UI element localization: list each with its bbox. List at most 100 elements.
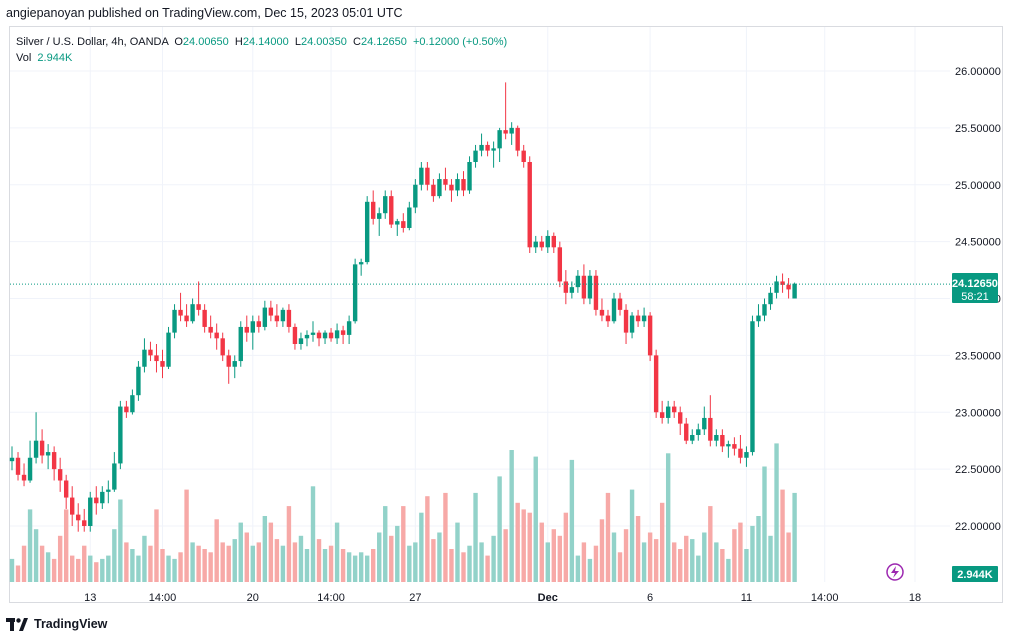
volume-bar	[45, 552, 51, 582]
volume-bar	[328, 545, 334, 582]
candle-body	[521, 150, 526, 162]
volume-bar	[485, 555, 490, 582]
candle-body	[51, 452, 57, 470]
volume-bar	[166, 555, 171, 582]
volume-bar	[395, 525, 400, 582]
candle-body	[70, 497, 75, 515]
candle-body	[364, 201, 370, 263]
volume-bar	[136, 555, 141, 582]
chart-legend: Silver / U.S. Dollar, 4h, OANDA O24.0065…	[16, 34, 507, 66]
candle-body	[641, 315, 647, 322]
volume-bar	[653, 539, 659, 582]
volume-bar	[100, 558, 105, 582]
candle-body	[599, 309, 605, 316]
x-tick-label: Dec	[538, 592, 558, 604]
candle-body	[389, 196, 394, 225]
candle-body	[383, 196, 388, 214]
ohlc-row: Silver / U.S. Dollar, 4h, OANDA O24.0065…	[16, 34, 507, 50]
volume-bar	[401, 506, 406, 582]
candle-body	[82, 520, 87, 526]
tradingview-logo[interactable]: TradingView	[6, 617, 107, 631]
chart-frame[interactable]	[9, 26, 1003, 603]
candle-body	[437, 179, 442, 197]
candle-body	[768, 292, 773, 305]
candle-body	[124, 406, 129, 413]
volume-bar	[172, 558, 177, 582]
symbol-name[interactable]: Silver / U.S. Dollar, 4h, OANDA	[16, 36, 169, 48]
candle-body	[184, 315, 189, 322]
candle-body	[467, 162, 472, 191]
volume-value-label: 2.944K	[952, 566, 998, 582]
candle-body	[166, 332, 171, 367]
volume-bar	[647, 532, 653, 582]
candle-body	[39, 440, 45, 456]
candle-body	[690, 435, 695, 441]
candle-body	[238, 326, 243, 362]
candle-body	[346, 321, 352, 335]
volume-bar	[148, 545, 153, 582]
candle-body	[665, 406, 671, 418]
volume-bar	[690, 539, 695, 582]
volume-bar	[322, 549, 328, 582]
x-axis-labels[interactable]: 13 14:00 20 14:00 27 Dec 6 11 14:00 18	[84, 592, 921, 604]
candle-body	[750, 321, 755, 453]
candle-body	[358, 262, 364, 265]
candle-body	[587, 275, 593, 299]
volume-bar	[208, 552, 213, 582]
volume-bar	[623, 529, 629, 582]
volume-bar	[575, 555, 581, 582]
volume-bar	[268, 522, 274, 582]
x-tick-label: 27	[409, 592, 421, 604]
volume-bar	[539, 522, 544, 582]
candle-body	[659, 412, 665, 418]
volume-bar	[509, 450, 514, 582]
volume-bar	[232, 539, 237, 582]
candle-body	[678, 412, 683, 424]
x-tick-label: 20	[247, 592, 259, 604]
tradingview-brand: TradingView	[34, 617, 108, 631]
candle-body	[148, 349, 153, 356]
volume-bar	[659, 502, 665, 582]
volume-bar	[503, 529, 508, 582]
volume-bar	[160, 549, 165, 582]
volume-bar	[708, 506, 713, 582]
candle-body	[256, 321, 262, 327]
volume-bar	[364, 555, 370, 582]
volume-bar	[9, 558, 15, 582]
volume-bar	[611, 532, 617, 582]
volume-bar	[569, 459, 575, 582]
lightning-icon[interactable]	[886, 563, 904, 581]
candle-body	[395, 221, 400, 225]
volume-bar	[280, 545, 286, 582]
volume-bar	[605, 492, 611, 582]
volume-bar	[51, 558, 57, 582]
volume-bar	[27, 509, 33, 582]
volume-bar	[220, 542, 225, 582]
tradingview-logo-icon	[6, 617, 28, 631]
candle-body	[569, 287, 575, 293]
volume-legend-value: 2.944K	[37, 52, 73, 64]
volume-bar	[340, 549, 346, 582]
candle-body	[112, 463, 117, 490]
volume-bar	[377, 532, 382, 582]
candle-body	[208, 326, 213, 333]
candle-body	[298, 338, 304, 344]
candle-body	[527, 162, 532, 248]
candle-body	[160, 361, 165, 367]
volume-bar	[467, 545, 472, 582]
candle-body	[214, 332, 219, 339]
volume-bar	[244, 532, 249, 582]
candle-body	[292, 326, 298, 344]
candle-body	[611, 298, 617, 322]
volume-bar	[33, 529, 39, 582]
volume-bar	[112, 529, 117, 582]
volume-bar	[256, 542, 262, 582]
volume-bar	[82, 545, 87, 582]
volume-bar	[425, 496, 430, 582]
volume-bar	[581, 542, 587, 582]
candle-body	[551, 235, 556, 248]
volume-bar	[678, 549, 683, 582]
volume-bar	[557, 535, 563, 582]
volume-bar	[665, 453, 671, 582]
